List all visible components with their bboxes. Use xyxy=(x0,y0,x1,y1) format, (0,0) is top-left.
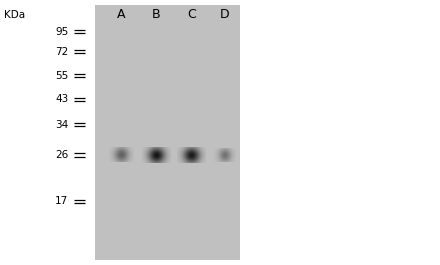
Text: C: C xyxy=(187,8,196,21)
Text: 43: 43 xyxy=(55,94,68,104)
Text: B: B xyxy=(152,8,161,21)
Bar xyxy=(95,5,240,260)
Text: A: A xyxy=(117,8,125,21)
Text: 55: 55 xyxy=(55,70,68,81)
Text: D: D xyxy=(220,8,229,21)
Text: 17: 17 xyxy=(55,196,68,206)
Text: 34: 34 xyxy=(55,120,68,130)
Text: 26: 26 xyxy=(55,150,68,160)
Text: 72: 72 xyxy=(55,47,68,57)
Text: 95: 95 xyxy=(55,27,68,37)
Text: KDa: KDa xyxy=(4,10,26,20)
